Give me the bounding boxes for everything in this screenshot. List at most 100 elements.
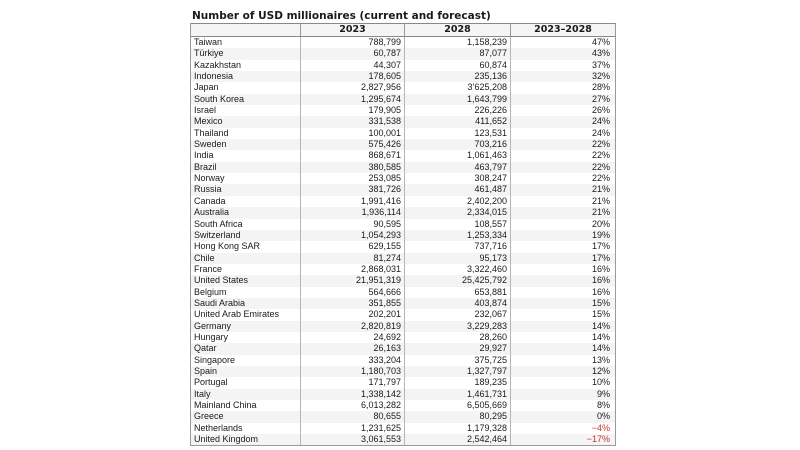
change-cell: 15% [591, 309, 610, 320]
country-cell: Hong Kong SAR [191, 241, 301, 253]
value-2023-cell: 90,595 [301, 218, 405, 230]
country-cell: Spain [191, 365, 301, 378]
header-country [191, 24, 301, 36]
value-2028-cell: 403,874 [405, 297, 511, 310]
table-row: United Arab Emirates 202,201 232,067 15% [191, 309, 615, 321]
change-cell: 14% [591, 343, 610, 354]
value-2023-cell: 1,338,142 [301, 388, 405, 400]
table-row: Netherlands 1,231,625 1,179,328 −4% [191, 422, 615, 435]
change-cell: 9% [596, 388, 610, 399]
table-row: Taiwan 788,799 1,158,239 47% [191, 37, 615, 49]
country-cell: Russia [191, 184, 301, 196]
table-row: Italy 1,338,142 1,461,731 9% [191, 388, 615, 400]
change-cell: 10% [591, 377, 610, 388]
country-cell: Belgium [191, 286, 301, 298]
value-2023-cell: 2,820,819 [301, 320, 405, 332]
change-cell: 28% [591, 82, 610, 93]
value-2028-cell: 232,067 [405, 309, 511, 321]
value-2023-cell: 564,666 [301, 286, 405, 298]
change-cell: 47% [591, 37, 610, 47]
change-cell: 22% [591, 139, 610, 150]
change-cell: 21% [591, 184, 610, 195]
country-cell: Israel [191, 105, 301, 117]
country-cell: Hungary [191, 331, 301, 344]
value-2028-cell: 463,797 [405, 161, 511, 174]
table-row: Spain 1,180,703 1,327,797 12% [191, 365, 615, 378]
table-row: Kazakhstan 44,307 60,874 37% [191, 59, 615, 72]
country-cell: Greece [191, 411, 301, 423]
value-2023-cell: 60,787 [301, 48, 405, 60]
country-cell: United States [191, 275, 301, 287]
value-2028-cell: 29,927 [405, 343, 511, 355]
change-cell: 17% [591, 241, 610, 252]
country-cell: Germany [191, 320, 301, 332]
change-cell: 21% [591, 195, 610, 206]
change-cell: 22% [591, 150, 610, 161]
change-cell: 43% [591, 48, 610, 59]
table-row: Singapore 333,204 375,725 13% [191, 354, 615, 366]
table-row: Hungary 24,692 28,260 14% [191, 331, 615, 344]
value-2023-cell: 1,180,703 [301, 365, 405, 378]
country-cell: United Arab Emirates [191, 309, 301, 321]
value-2028-cell: 703,216 [405, 139, 511, 151]
value-2023-cell: 179,905 [301, 105, 405, 117]
value-2028-cell: 1,253,334 [405, 229, 511, 242]
value-2028-cell: 108,557 [405, 218, 511, 230]
value-2023-cell: 381,726 [301, 184, 405, 196]
value-2023-cell: 351,855 [301, 297, 405, 310]
change-cell: 17% [591, 252, 610, 263]
millionaires-table-document: Number of USD millionaires (current and … [190, 10, 616, 447]
value-2028-cell: 461,487 [405, 184, 511, 196]
value-2028-cell: 1,179,328 [405, 422, 511, 435]
table-row: France 2,868,031 3,322,460 16% [191, 263, 615, 276]
value-2028-cell: 1,158,239 [405, 37, 511, 49]
value-2023-cell: 100,001 [301, 127, 405, 140]
change-cell: 21% [591, 207, 610, 218]
value-2023-cell: 788,799 [301, 37, 405, 49]
table-row: Germany 2,820,819 3,229,283 14% [191, 320, 615, 332]
value-2023-cell: 178,605 [301, 71, 405, 83]
value-2028-cell: 3,229,283 [405, 320, 511, 332]
change-cell: 19% [591, 229, 610, 240]
table-row: Portugal 171,797 189,235 10% [191, 377, 615, 389]
value-2023-cell: 6,013,282 [301, 400, 405, 412]
change-cell: 13% [591, 354, 610, 365]
table-row: Japan 2,827,956 3’625,208 28% [191, 82, 615, 94]
value-2028-cell: 737,716 [405, 241, 511, 253]
value-2028-cell: 235,136 [405, 71, 511, 83]
table-row: South Korea 1,295,674 1,643,799 27% [191, 93, 615, 106]
change-cell: 14% [591, 320, 610, 331]
value-2023-cell: 1,231,625 [301, 422, 405, 435]
value-2023-cell: 171,797 [301, 377, 405, 389]
value-2023-cell: 2,868,031 [301, 263, 405, 276]
change-cell: 22% [591, 173, 610, 184]
change-cell: 27% [591, 93, 610, 104]
value-2023-cell: 380,585 [301, 161, 405, 174]
table-row: Sweden 575,426 703,216 22% [191, 139, 615, 151]
country-cell: Japan [191, 82, 301, 94]
value-2023-cell: 44,307 [301, 59, 405, 72]
table-row: Australia 1,936,114 2,334,015 21% [191, 207, 615, 219]
table-row: Switzerland 1,054,293 1,253,334 19% [191, 229, 615, 242]
country-cell: Singapore [191, 354, 301, 366]
header-2028: 2028 [405, 24, 511, 36]
value-2023-cell: 80,655 [301, 411, 405, 423]
table-body: Taiwan 788,799 1,158,239 47% Türkiye 60,787 87… [191, 37, 615, 446]
country-cell: Indonesia [191, 71, 301, 83]
value-2028-cell: 1,461,731 [405, 388, 511, 400]
value-2028-cell: 226,226 [405, 105, 511, 117]
country-cell: Chile [191, 252, 301, 264]
table-row: Mainland China 6,013,282 6,505,669 8% [191, 400, 615, 412]
value-2028-cell: 80,295 [405, 411, 511, 423]
table-row: United States 21,951,319 25,425,792 16% [191, 275, 615, 287]
country-cell: France [191, 263, 301, 276]
value-2023-cell: 331,538 [301, 116, 405, 128]
value-2028-cell: 25,425,792 [405, 275, 511, 287]
value-2028-cell: 95,173 [405, 252, 511, 264]
table-row: Mexico 331,538 411,652 24% [191, 116, 615, 128]
value-2023-cell: 253,085 [301, 173, 405, 185]
value-2023-cell: 868,671 [301, 150, 405, 162]
table-row: Belgium 564,666 653,881 16% [191, 286, 615, 298]
change-cell: 16% [591, 275, 610, 286]
value-2028-cell: 1,061,463 [405, 150, 511, 162]
